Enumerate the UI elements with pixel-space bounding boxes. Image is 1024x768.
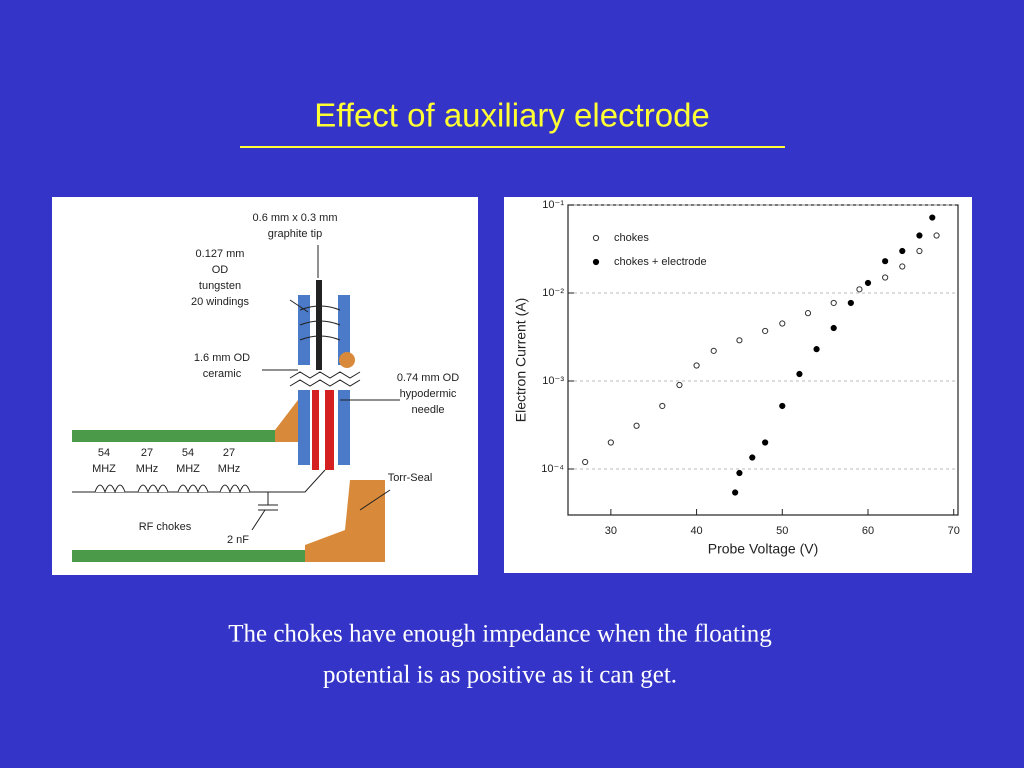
data-point	[864, 279, 872, 287]
legend-marker	[592, 234, 600, 242]
data-point	[933, 232, 940, 239]
needle-bore	[319, 390, 325, 470]
data-point	[582, 458, 589, 466]
diagram-label: MHz	[218, 463, 241, 475]
legend-label: chokes + electrode	[614, 256, 707, 268]
diagram-label: OD	[212, 264, 229, 276]
circuit	[72, 469, 326, 511]
tip-blob	[339, 352, 355, 368]
y-axis-label: Electron Current (A)	[513, 298, 529, 422]
diagram-label: needle	[411, 404, 444, 416]
data-point	[736, 469, 743, 477]
x-tick-label: 60	[862, 525, 874, 537]
data-point	[856, 286, 863, 293]
data-point	[804, 310, 812, 317]
data-point	[882, 258, 889, 265]
slide-title: Effect of auxiliary electrode	[314, 97, 710, 134]
x-tick-label: 70	[948, 525, 960, 537]
y-tick-label: 10⁻³	[542, 375, 564, 387]
data-point	[732, 489, 739, 496]
break-marks	[289, 371, 361, 387]
y-tick-label: 10⁻⁴	[541, 463, 564, 475]
diagram-label: hypodermic	[400, 388, 457, 400]
diagram: 0.6 mm x 0.3 mm graphite tip 0.127 mm OD tun…	[52, 197, 478, 575]
diagram-label: tungsten	[199, 280, 241, 292]
data-point	[882, 274, 889, 281]
caption-line: The chokes have enough impedance when th…	[228, 621, 772, 648]
data-point	[676, 381, 683, 389]
data-point	[916, 247, 923, 255]
data-point	[749, 454, 756, 461]
diagram-label: 54	[98, 447, 110, 459]
data-point	[830, 299, 837, 307]
leaders	[251, 245, 400, 531]
diagram-label: Torr-Seal	[388, 472, 433, 484]
diagram-label: MHZ	[176, 463, 200, 475]
torr-seal	[305, 480, 385, 562]
wall-bottom	[72, 550, 305, 562]
wall-top	[72, 430, 305, 442]
data-point	[813, 346, 820, 353]
data-point	[736, 337, 743, 344]
diagram-label: 0.127 mm	[196, 248, 245, 260]
data-point	[762, 327, 769, 335]
diagram-label: 0.6 mm x 0.3 mm	[253, 212, 338, 224]
chart: 10⁻¹ 10⁻² 10⁻³ 10⁻⁴ 30 40 50 60 70 Probe Voltage …	[513, 199, 960, 557]
diagram-label: MHZ	[92, 463, 116, 475]
data-point	[916, 232, 923, 239]
choke-coils	[94, 484, 251, 494]
tungsten	[316, 280, 322, 370]
data-point	[779, 320, 786, 327]
data-point	[710, 347, 717, 354]
x-tick-label: 40	[690, 525, 702, 537]
diagram-label: 27	[141, 447, 153, 459]
data-point	[779, 402, 786, 410]
diagram-label: 0.74 mm OD	[397, 372, 459, 384]
data-point	[796, 370, 803, 378]
chart-panel	[504, 197, 972, 573]
diagram-label: MHz	[136, 463, 159, 475]
diagram-label: 1.6 mm OD	[194, 352, 250, 364]
diagram-label: 54	[182, 447, 194, 459]
data-point	[659, 402, 666, 410]
legend-label: chokes	[614, 232, 649, 244]
diagram-panel	[52, 197, 478, 575]
diagram-label: ceramic	[203, 368, 242, 380]
legend-marker	[592, 258, 600, 266]
seal-top	[275, 400, 298, 442]
data-point	[762, 439, 769, 446]
diagram-label: 27	[223, 447, 235, 459]
diagram-label: graphite tip	[268, 228, 322, 240]
x-axis-label: Probe Voltage (V)	[708, 541, 819, 557]
data-point	[693, 362, 700, 369]
diagram-label: RF chokes	[139, 521, 192, 533]
diagram-label: 20 windings	[191, 296, 250, 308]
data-point	[929, 214, 936, 221]
x-tick-label: 50	[776, 525, 788, 537]
caption-line: potential is as positive as it can get.	[323, 662, 677, 689]
y-tick-label: 10⁻¹	[542, 199, 564, 211]
data-point	[607, 439, 614, 446]
data-point	[899, 247, 906, 255]
data-point	[847, 299, 854, 307]
x-tick-label: 30	[605, 525, 617, 537]
diagram-label: 2 nF	[227, 534, 249, 546]
data-point	[633, 422, 640, 429]
data-point	[830, 324, 837, 332]
y-tick-label: 10⁻²	[542, 287, 564, 299]
data-point	[899, 263, 906, 270]
